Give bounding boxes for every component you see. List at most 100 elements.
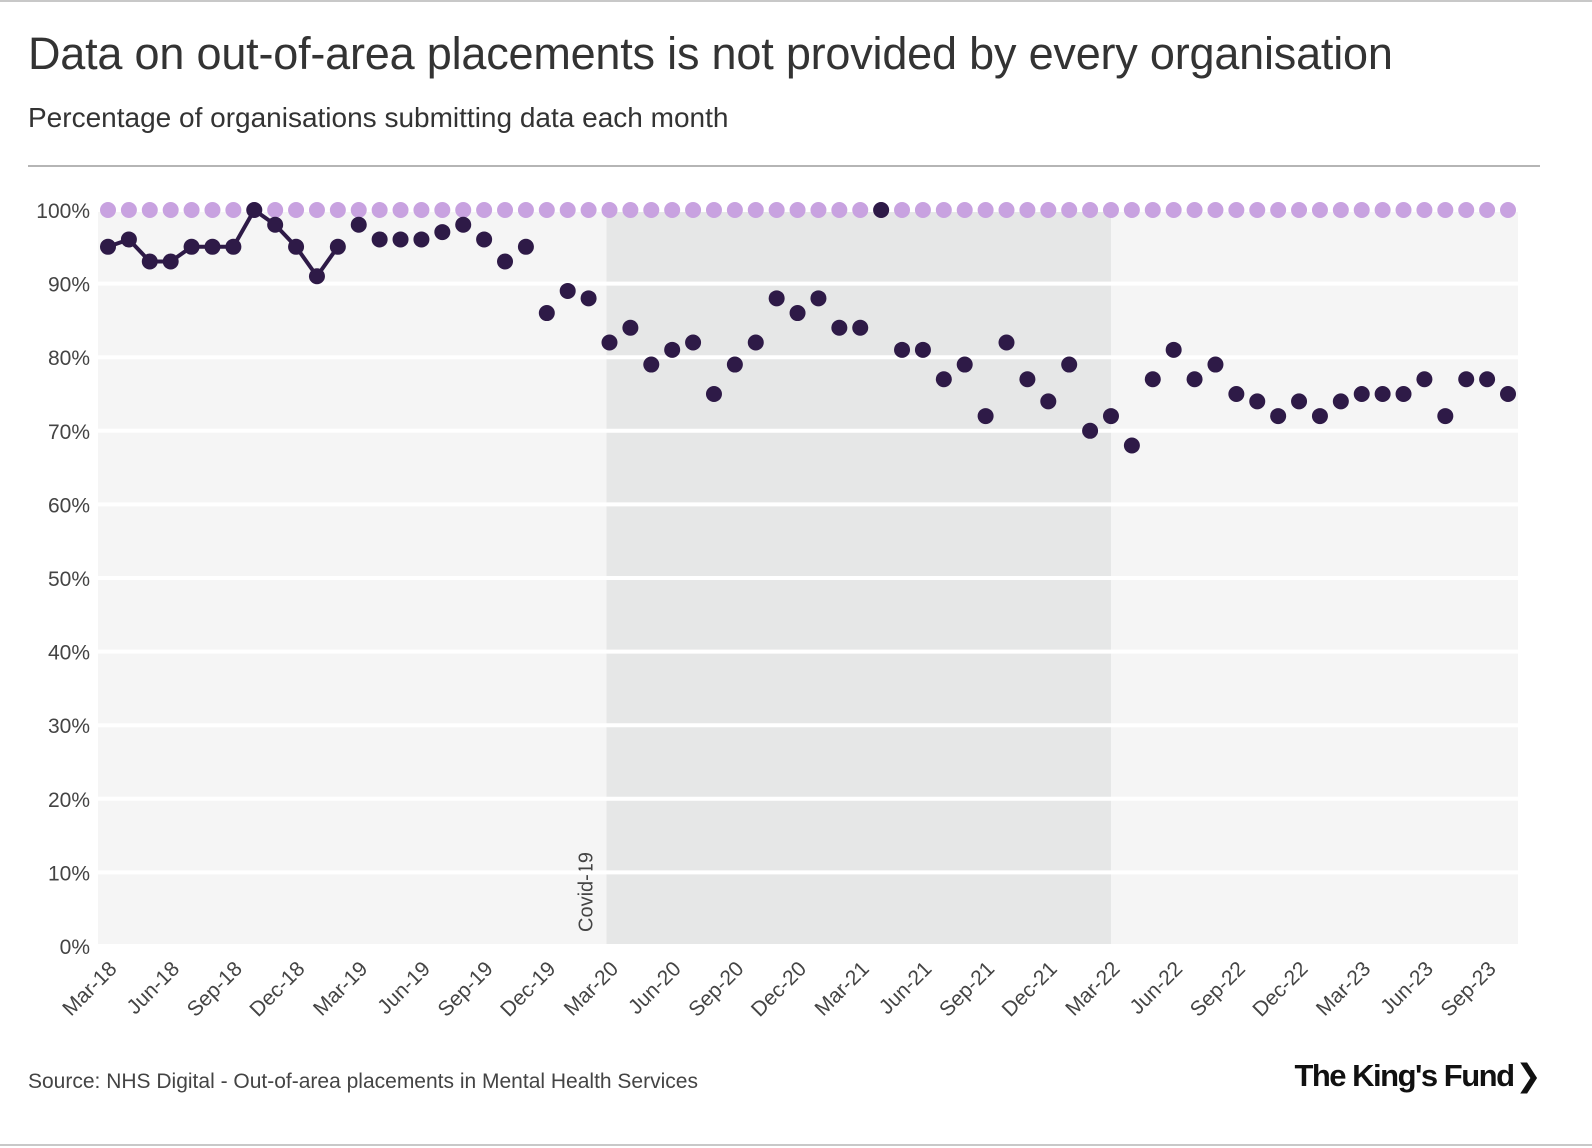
y-tick-label: 70% <box>48 421 90 444</box>
data-point <box>1437 408 1454 425</box>
data-point <box>852 319 869 336</box>
x-tick-label: Jun-20 <box>624 957 686 1019</box>
x-tick-label: Jun-22 <box>1126 957 1188 1019</box>
reference-point <box>580 202 597 218</box>
data-point <box>873 202 890 218</box>
reference-point <box>1270 202 1287 218</box>
data-point <box>768 290 785 307</box>
data-point <box>1270 408 1287 425</box>
reference-point <box>998 202 1015 218</box>
data-point <box>1144 371 1161 388</box>
data-point <box>1102 408 1119 425</box>
reference-point <box>935 202 952 218</box>
reference-point <box>1479 202 1496 218</box>
data-point <box>998 334 1015 351</box>
reference-point <box>1082 202 1099 218</box>
x-tick-label: Sep-19 <box>434 957 498 1021</box>
y-tick-label: 80% <box>48 347 90 370</box>
data-point <box>183 238 200 255</box>
x-tick-label: Dec-18 <box>245 957 309 1021</box>
y-tick-label: 0% <box>60 936 90 959</box>
x-tick-label: Mar-19 <box>309 957 372 1020</box>
x-tick-label: Sep-22 <box>1186 957 1250 1021</box>
data-point <box>308 268 325 285</box>
x-tick-label: Dec-21 <box>998 957 1062 1021</box>
bottom-border <box>0 1144 1592 1146</box>
data-point <box>1311 408 1328 425</box>
reference-point <box>852 202 869 218</box>
data-point <box>1082 422 1099 439</box>
reference-point <box>1437 202 1454 218</box>
reference-point <box>1228 202 1245 218</box>
reference-point <box>601 202 618 218</box>
reference-point <box>120 202 137 218</box>
reference-point <box>350 202 367 218</box>
data-point <box>810 290 827 307</box>
data-point <box>455 216 472 233</box>
reference-point <box>538 202 555 218</box>
reference-point <box>1019 202 1036 218</box>
data-point <box>225 238 242 255</box>
data-point <box>517 238 534 255</box>
reference-point <box>329 202 346 218</box>
reference-point <box>1165 202 1182 218</box>
reference-point <box>977 202 994 218</box>
data-point <box>789 305 806 322</box>
reference-point <box>1186 202 1203 218</box>
reference-point <box>1291 202 1308 218</box>
data-point <box>267 216 284 233</box>
data-point <box>1061 356 1078 373</box>
data-point <box>914 341 931 358</box>
reference-point <box>1207 202 1224 218</box>
data-point <box>476 231 493 248</box>
reference-point <box>392 202 409 218</box>
y-tick-label: 50% <box>48 568 90 591</box>
data-point <box>622 319 639 336</box>
reference-point <box>1395 202 1412 218</box>
reference-point <box>831 202 848 218</box>
data-point <box>497 253 514 270</box>
data-point <box>643 356 660 373</box>
x-tick-label: Dec-20 <box>747 957 811 1021</box>
data-point <box>559 282 576 299</box>
data-point <box>246 202 263 218</box>
logo-text: The King's Fund <box>1294 1058 1515 1093</box>
x-tick-label: Sep-21 <box>935 957 999 1021</box>
covid-band-label: Covid-19 <box>575 852 597 932</box>
data-point <box>1291 393 1308 410</box>
top-border <box>0 0 1592 2</box>
data-point <box>1165 341 1182 358</box>
y-axis-labels: 0% 10% 20% 30% 40% 50% 60% 70% 80% 90% 100% <box>36 200 90 959</box>
reference-point <box>622 202 639 218</box>
x-tick-label: Jun-23 <box>1376 957 1438 1019</box>
data-point <box>1353 386 1370 402</box>
y-tick-label: 20% <box>48 789 90 812</box>
data-point <box>1374 386 1391 402</box>
data-point <box>141 253 158 270</box>
reference-point <box>455 202 472 218</box>
reference-point <box>956 202 973 218</box>
reference-point <box>1144 202 1161 218</box>
reference-point <box>559 202 576 218</box>
data-point <box>329 238 346 255</box>
reference-point <box>434 202 451 218</box>
data-point <box>1207 356 1224 373</box>
x-tick-label: Dec-19 <box>496 957 560 1021</box>
y-tick-label: 10% <box>48 862 90 885</box>
x-tick-label: Mar-21 <box>810 957 873 1020</box>
data-point <box>413 231 430 248</box>
reference-point <box>1416 202 1433 218</box>
reference-point <box>1123 202 1140 218</box>
x-tick-label: Jun-18 <box>123 957 185 1019</box>
reference-point <box>497 202 514 218</box>
data-point <box>120 231 137 248</box>
reference-point <box>267 202 284 218</box>
y-tick-label: 30% <box>48 715 90 738</box>
data-point <box>726 356 743 373</box>
x-tick-label: Dec-22 <box>1248 957 1312 1021</box>
x-tick-label: Mar-23 <box>1312 957 1375 1020</box>
reference-point <box>1458 202 1475 218</box>
reference-point <box>1102 202 1119 218</box>
reference-point <box>183 202 200 218</box>
x-tick-label: Mar-20 <box>560 957 623 1020</box>
